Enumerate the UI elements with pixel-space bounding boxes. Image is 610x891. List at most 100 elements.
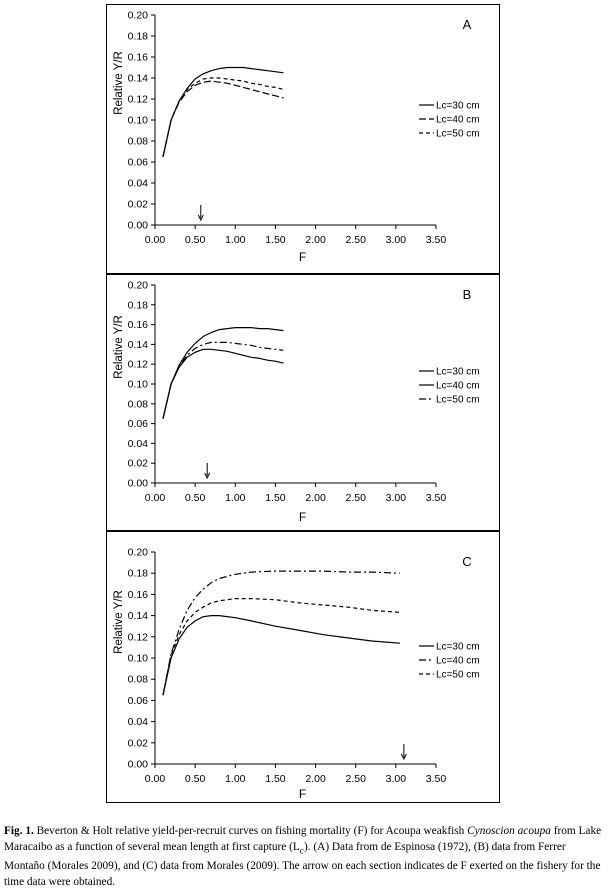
y-tick-label: 0.20 xyxy=(128,10,149,22)
y-tick-label: 0.06 xyxy=(128,418,149,430)
legend-label-2: Lc=40 cm xyxy=(436,381,480,392)
legend-label-2: Lc=40 cm xyxy=(436,656,480,667)
y-tick-label: 0.16 xyxy=(128,589,149,601)
x-tick-label: 1.50 xyxy=(265,773,286,785)
arrow-down-icon xyxy=(197,214,204,222)
x-tick-label: 0.00 xyxy=(145,234,166,246)
legend-label-2: Lc=40 cm xyxy=(436,115,480,126)
legend-label-1: Lc=30 cm xyxy=(436,101,480,112)
y-tick-label: 0.12 xyxy=(128,631,149,643)
series-line-3 xyxy=(162,597,400,696)
y-tick-label: 0.16 xyxy=(128,319,149,331)
x-tick-label: 2.00 xyxy=(305,234,326,246)
x-tick-label: 2.50 xyxy=(345,492,366,504)
series-line-1 xyxy=(162,614,400,696)
x-axis-label: F xyxy=(299,787,306,801)
x-tick-label: 1.50 xyxy=(265,492,286,504)
series-line-3 xyxy=(162,341,284,419)
y-tick-label: 0.00 xyxy=(128,478,149,490)
y-axis-label: Relative Y/R xyxy=(113,51,125,115)
x-tick-label: 0.00 xyxy=(145,492,166,504)
x-tick-label: 0.50 xyxy=(185,234,206,246)
y-axis-label: Relative Y/R xyxy=(113,590,125,654)
x-tick-label: 3.00 xyxy=(386,773,407,785)
series-line-2 xyxy=(162,348,284,419)
legend-label-1: Lc=30 cm xyxy=(436,642,480,653)
y-tick-label: 0.12 xyxy=(128,359,149,371)
y-axis-label: Relative Y/R xyxy=(113,315,125,379)
panel-label-a: A xyxy=(463,17,472,32)
y-tick-label: 0.14 xyxy=(128,610,149,622)
y-tick-label: 0.08 xyxy=(128,398,149,410)
caption-text-1: Beverton & Holt relative yield-per-recru… xyxy=(33,825,468,837)
y-tick-label: 0.08 xyxy=(128,674,149,686)
y-tick-label: 0.18 xyxy=(128,31,149,43)
chart-a-svg: 0.00 0.02 0.04 0.06 0.08 0.10 0.12 0.14 0.16 0.18… xyxy=(113,10,480,265)
series-line-1 xyxy=(162,66,284,157)
x-tick-label: 1.00 xyxy=(225,773,246,785)
series-line-2 xyxy=(162,570,400,696)
x-tick-label: 3.00 xyxy=(386,234,407,246)
y-tick-label: 0.04 xyxy=(128,178,149,190)
y-tick-label: 0.20 xyxy=(128,547,149,559)
y-tick-label: 0.18 xyxy=(128,568,149,580)
caption-text-2: from Lake Maracaibo as a function of sev… xyxy=(4,825,602,853)
chart-panel-c: 0.00 0.02 0.04 0.06 0.08 0.10 0.12 0.14 0.16 0.18… xyxy=(106,531,500,803)
caption-subscript: c xyxy=(299,845,304,856)
y-tick-label: 0.10 xyxy=(128,115,149,127)
caption-fig-label: Fig. 1. xyxy=(4,825,34,837)
y-tick-label: 0.06 xyxy=(128,695,149,707)
x-tick-label: 1.00 xyxy=(225,492,246,504)
panel-label-b: B xyxy=(463,287,472,302)
x-tick-label: 1.00 xyxy=(225,234,246,246)
y-tick-label: 0.14 xyxy=(128,73,149,85)
y-tick-label: 0.12 xyxy=(128,94,149,106)
y-tick-label: 0.02 xyxy=(128,458,149,470)
x-tick-label: 2.00 xyxy=(305,492,326,504)
x-tick-label: 0.50 xyxy=(185,773,206,785)
x-tick-label: 0.50 xyxy=(185,492,206,504)
series-line-1 xyxy=(162,326,284,419)
x-tick-label: 2.00 xyxy=(305,773,326,785)
legend-label-3: Lc=50 cm xyxy=(436,129,480,140)
legend-label-3: Lc=50 cm xyxy=(436,395,480,406)
y-tick-label: 0.00 xyxy=(128,759,149,771)
y-tick-label: 0.14 xyxy=(128,339,149,351)
chart-c-svg: 0.00 0.02 0.04 0.06 0.08 0.10 0.12 0.14 0.16 0.18… xyxy=(113,547,480,802)
y-tick-label: 0.20 xyxy=(128,280,149,292)
legend-label-3: Lc=50 cm xyxy=(436,670,480,681)
x-axis-label: F xyxy=(299,250,306,264)
chart-b-svg: 0.00 0.02 0.04 0.06 0.08 0.10 0.12 0.14 0.16 0.18… xyxy=(113,280,480,525)
y-tick-label: 0.04 xyxy=(128,716,149,728)
x-tick-label: 2.50 xyxy=(345,773,366,785)
y-tick-label: 0.10 xyxy=(128,379,149,391)
x-tick-label: 3.50 xyxy=(426,773,447,785)
y-tick-label: 0.02 xyxy=(128,199,149,211)
y-tick-label: 0.10 xyxy=(128,653,149,665)
x-tick-label: 1.50 xyxy=(265,234,286,246)
legend-label-1: Lc=30 cm xyxy=(436,367,480,378)
arrow-down-icon xyxy=(400,753,407,761)
y-tick-label: 0.16 xyxy=(128,52,149,64)
caption-text-3: ). (A) Data from de Espinosa (1972), (B)… xyxy=(4,840,601,889)
y-tick-label: 0.00 xyxy=(128,220,149,232)
x-axis-label: F xyxy=(299,510,306,524)
figure-caption: Fig. 1. Beverton & Holt relative yield-p… xyxy=(4,824,606,891)
arrow-down-icon xyxy=(204,472,211,480)
y-tick-label: 0.04 xyxy=(128,438,149,450)
y-tick-label: 0.18 xyxy=(128,299,149,311)
x-tick-label: 3.50 xyxy=(426,234,447,246)
x-tick-label: 3.00 xyxy=(386,492,407,504)
y-tick-label: 0.06 xyxy=(128,157,149,169)
y-tick-label: 0.08 xyxy=(128,136,149,148)
series-line-2 xyxy=(162,80,284,157)
series-line-3 xyxy=(162,77,284,157)
caption-species: Cynoscion acoupa xyxy=(467,825,551,837)
x-tick-label: 3.50 xyxy=(426,492,447,504)
chart-panel-a: 0.00 0.02 0.04 0.06 0.08 0.10 0.12 0.14 0.16 0.18… xyxy=(106,4,500,274)
x-tick-label: 2.50 xyxy=(345,234,366,246)
chart-panel-b: 0.00 0.02 0.04 0.06 0.08 0.10 0.12 0.14 0.16 0.18… xyxy=(106,274,500,531)
x-tick-label: 0.00 xyxy=(145,773,166,785)
y-tick-label: 0.02 xyxy=(128,737,149,749)
panel-label-c: C xyxy=(462,554,471,569)
